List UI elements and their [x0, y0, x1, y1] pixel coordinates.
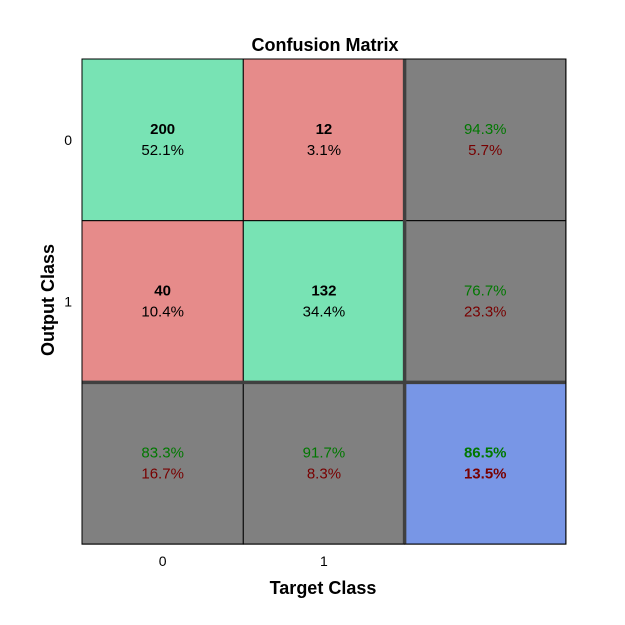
- overall-correct: 86.5%: [464, 444, 507, 461]
- cell-percent: 3.1%: [307, 142, 341, 159]
- x-tick-label: 1: [320, 553, 328, 569]
- x-axis-label: Target Class: [270, 578, 377, 598]
- summary-cell: [81, 381, 244, 545]
- matrix-cell: [242, 220, 406, 383]
- y-axis-label: Output Class: [38, 244, 58, 356]
- matrix-cell: [81, 220, 244, 383]
- cell-count: 12: [316, 121, 333, 138]
- cell-count: 40: [154, 283, 171, 300]
- cell-percent: 10.4%: [141, 304, 184, 321]
- row-summary-incorrect: 23.3%: [464, 304, 507, 321]
- cell-percent: 34.4%: [303, 304, 346, 321]
- x-tick-label: 0: [159, 553, 167, 569]
- col-summary-incorrect: 16.7%: [141, 465, 184, 482]
- y-tick-label: 1: [64, 294, 72, 310]
- axis-ticks: 0 1 0 1: [64, 132, 328, 569]
- summary-cell: [404, 220, 567, 383]
- overall-cell: [404, 381, 567, 545]
- y-tick-label: 0: [64, 132, 72, 148]
- col-summary-incorrect: 8.3%: [307, 465, 341, 482]
- matrix-border: [81, 58, 567, 545]
- matrix-cell: [81, 58, 244, 222]
- cell-percent: 52.1%: [141, 142, 184, 159]
- summary-cell: [242, 381, 406, 545]
- cell-count: 132: [311, 283, 336, 300]
- overall-incorrect: 13.5%: [464, 465, 507, 482]
- row-summary-correct: 76.7%: [464, 283, 507, 300]
- matrix-grid: [81, 58, 567, 545]
- row-summary-correct: 94.3%: [464, 121, 507, 138]
- col-summary-correct: 91.7%: [303, 444, 346, 461]
- chart-title: Confusion Matrix: [252, 35, 399, 55]
- matrix-cells: 200 52.1% 12 3.1% 94.3% 5.7% 40 10.4% 132 34.4% 76…: [81, 58, 567, 545]
- summary-cell: [404, 58, 567, 222]
- cell-count: 200: [150, 121, 175, 138]
- col-summary-correct: 83.3%: [141, 444, 184, 461]
- row-summary-incorrect: 5.7%: [468, 142, 502, 159]
- matrix-cell: [242, 58, 406, 222]
